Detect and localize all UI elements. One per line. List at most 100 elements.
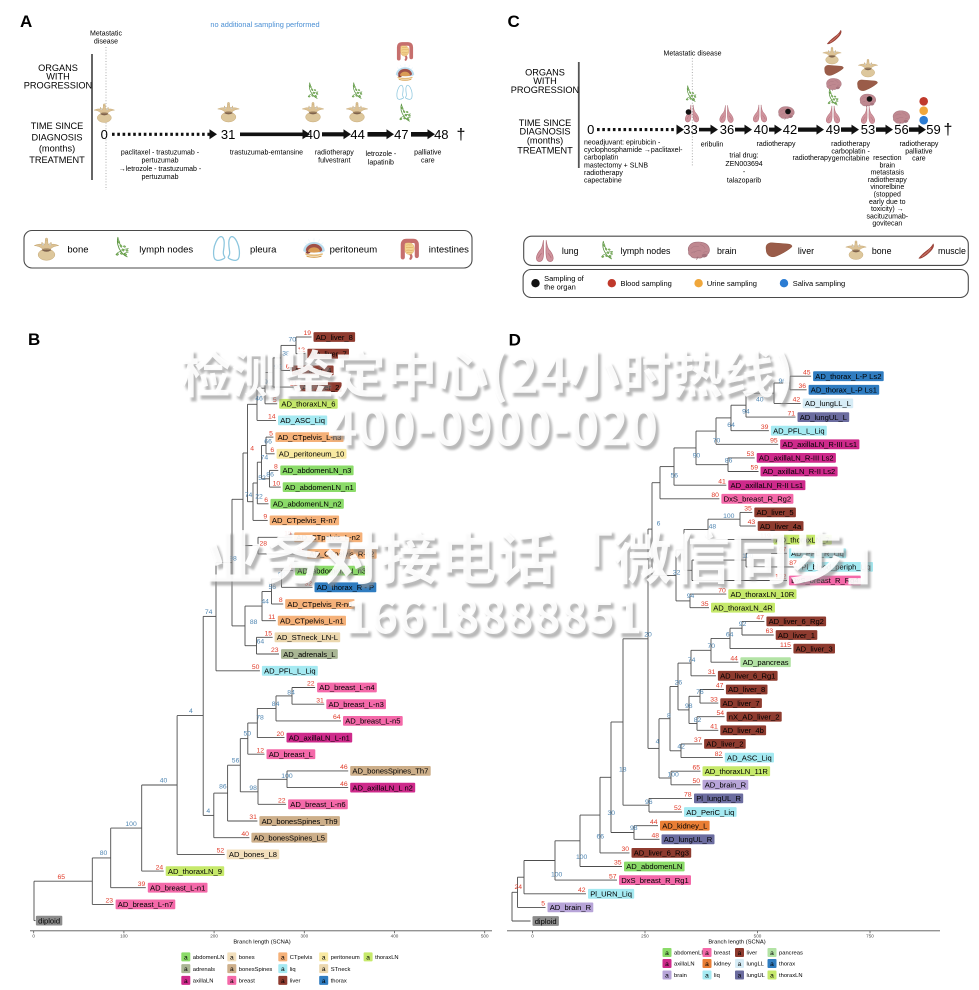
svg-text:metastasis: metastasis <box>871 170 905 177</box>
svg-text:AD_axillaLN_R-II Ls1: AD_axillaLN_R-II Ls1 <box>731 481 804 490</box>
svg-text:78: 78 <box>256 715 264 722</box>
svg-text:64: 64 <box>333 714 341 721</box>
svg-text:thoraxLN: thoraxLN <box>779 973 803 979</box>
svg-text:50: 50 <box>244 730 252 737</box>
svg-text:a: a <box>281 954 285 961</box>
svg-text:88: 88 <box>250 619 258 626</box>
svg-text:kidney: kidney <box>714 962 731 968</box>
svg-text:AD_liver_4a: AD_liver_4a <box>760 522 802 531</box>
svg-text:radiotherapy: radiotherapy <box>584 170 623 177</box>
svg-text:thorax: thorax <box>779 962 795 968</box>
svg-text:eribulin: eribulin <box>701 142 724 149</box>
svg-text:500: 500 <box>481 934 489 939</box>
svg-text:4: 4 <box>189 708 193 715</box>
svg-text:neoadjuvant: epirubicin -: neoadjuvant: epirubicin - <box>584 140 661 147</box>
svg-text:a: a <box>665 950 669 957</box>
svg-text:muscle: muscle <box>938 246 966 256</box>
svg-text:AD_liver_3: AD_liver_3 <box>796 644 833 653</box>
svg-text:70: 70 <box>708 643 716 650</box>
svg-text:AD_adrenals_L: AD_adrenals_L <box>283 650 335 659</box>
svg-text:35: 35 <box>701 601 709 608</box>
svg-text:64: 64 <box>727 422 735 429</box>
svg-text:54: 54 <box>717 710 725 717</box>
svg-text:(stopped: (stopped <box>874 192 901 199</box>
svg-text:AD_lungUL_R: AD_lungUL_R <box>664 835 713 844</box>
svg-text:33: 33 <box>710 696 718 703</box>
svg-text:71: 71 <box>787 410 795 417</box>
svg-text:AD_axillaLN_L-n1: AD_axillaLN_L-n1 <box>289 733 350 742</box>
svg-text:diploid: diploid <box>38 916 60 925</box>
svg-text:24: 24 <box>515 884 523 891</box>
svg-text:47: 47 <box>716 683 724 690</box>
svg-text:8: 8 <box>667 712 671 719</box>
svg-text:AD_lungUL_L: AD_lungUL_L <box>800 413 847 422</box>
svg-text:breast: breast <box>714 951 731 957</box>
svg-text:59: 59 <box>926 122 940 137</box>
svg-text:(months): (months) <box>39 144 75 154</box>
svg-text:100: 100 <box>120 934 128 939</box>
svg-text:care: care <box>421 158 435 165</box>
svg-text:AD_abdomenLN: AD_abdomenLN <box>626 862 682 871</box>
svg-text:radiotherapy: radiotherapy <box>831 141 870 148</box>
svg-text:14: 14 <box>268 414 276 421</box>
svg-text:abdomenLN: abdomenLN <box>674 951 706 957</box>
svg-text:carboplatin: carboplatin <box>584 155 618 162</box>
svg-text:a: a <box>738 972 742 979</box>
svg-text:AD_CTpelvis_R-n7: AD_CTpelvis_R-n7 <box>272 516 337 525</box>
svg-text:AD_bonesSpines_L5: AD_bonesSpines_L5 <box>254 834 325 843</box>
svg-text:brain: brain <box>880 162 896 169</box>
svg-text:AD_breast_L-n3: AD_breast_L-n3 <box>329 700 384 709</box>
svg-text:AD_liver_2: AD_liver_2 <box>706 740 743 749</box>
svg-text:39: 39 <box>761 424 769 431</box>
svg-text:Sampling of: Sampling of <box>544 274 585 283</box>
svg-text:AD_axillaLN_L n2: AD_axillaLN_L n2 <box>352 783 413 792</box>
svg-text:86: 86 <box>725 458 733 465</box>
svg-text:6: 6 <box>264 497 268 504</box>
svg-text:fulvestrant: fulvestrant <box>318 158 350 165</box>
svg-text:AD_abdomenLN_n1: AD_abdomenLN_n1 <box>285 483 354 492</box>
svg-text:82: 82 <box>694 717 702 724</box>
svg-text:AD_CTpelvis_L-n3: AD_CTpelvis_L-n3 <box>278 433 342 442</box>
svg-text:DxS_breast_R_Rg2: DxS_breast_R_Rg2 <box>724 495 792 504</box>
svg-text:74: 74 <box>205 609 213 616</box>
svg-text:0: 0 <box>101 127 108 142</box>
svg-text:4: 4 <box>656 738 660 745</box>
svg-text:AD_axillaLN_R-III Ls1: AD_axillaLN_R-III Ls1 <box>782 440 857 449</box>
svg-text:AD_lungLL_L: AD_lungLL_L <box>805 399 851 408</box>
svg-text:44: 44 <box>730 655 738 662</box>
svg-text:52: 52 <box>258 475 266 482</box>
svg-text:100: 100 <box>551 871 563 878</box>
svg-text:axillaLN: axillaLN <box>674 962 695 968</box>
svg-text:ORGANS: ORGANS <box>525 68 565 78</box>
svg-text:AD_liver_8: AD_liver_8 <box>316 333 353 342</box>
svg-text:palliative: palliative <box>414 150 441 157</box>
svg-text:98: 98 <box>630 825 638 832</box>
svg-text:50: 50 <box>252 664 260 671</box>
svg-text:AD_thoraxLN_11R: AD_thoraxLN_11R <box>705 767 769 776</box>
svg-text:(months): (months) <box>527 135 563 145</box>
svg-text:5: 5 <box>541 901 545 908</box>
svg-text:38: 38 <box>282 351 290 358</box>
svg-text:a: a <box>738 950 742 957</box>
svg-text:47: 47 <box>756 615 764 622</box>
svg-text:100: 100 <box>576 854 588 861</box>
svg-text:brain: brain <box>674 973 687 979</box>
svg-text:AD_liver_6_Rg2: AD_liver_6_Rg2 <box>769 617 824 626</box>
svg-text:palliative: palliative <box>905 148 932 155</box>
svg-text:0: 0 <box>32 934 35 939</box>
svg-text:AD_breast_L-n6: AD_breast_L-n6 <box>290 800 345 809</box>
svg-text:44: 44 <box>650 819 658 826</box>
svg-text:govitecan: govitecan <box>872 221 902 228</box>
svg-text:4: 4 <box>206 808 210 815</box>
svg-text:33: 33 <box>683 122 697 137</box>
svg-text:56: 56 <box>671 472 679 479</box>
svg-text:56: 56 <box>269 584 277 591</box>
svg-text:a: a <box>705 950 709 957</box>
svg-text:axillaLN: axillaLN <box>193 979 214 985</box>
svg-text:carboplatin -: carboplatin - <box>831 148 870 155</box>
svg-text:20: 20 <box>276 731 284 738</box>
svg-text:6: 6 <box>286 364 290 371</box>
svg-text:AD_thorax_L-P Ls1: AD_thorax_L-P Ls1 <box>811 386 877 395</box>
svg-text:STneck: STneck <box>331 967 351 973</box>
svg-text:a: a <box>738 961 742 968</box>
